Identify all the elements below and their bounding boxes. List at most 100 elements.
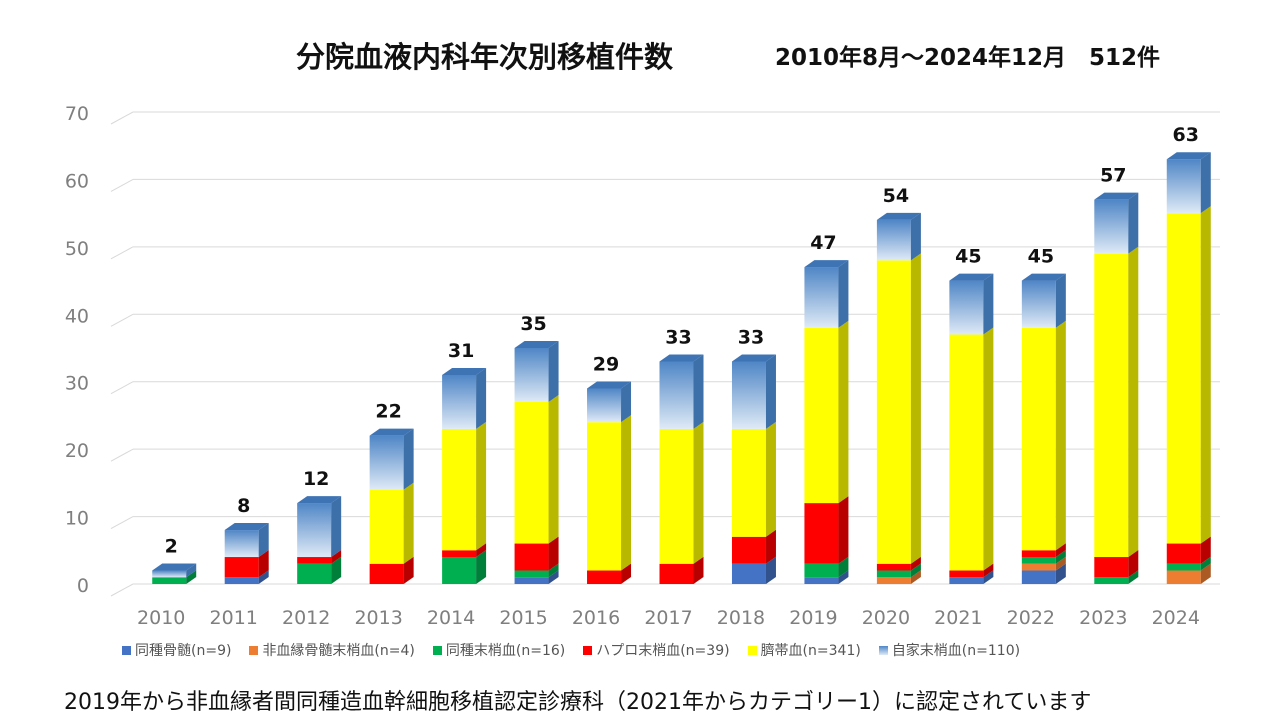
bar-segment-side [331, 556, 342, 584]
bar-segment-side [186, 563, 197, 578]
bar-segment-side [621, 381, 632, 423]
bar-segment [731, 428, 766, 537]
bar-segment [876, 570, 911, 578]
bar-segment [876, 577, 911, 584]
bar-segment [442, 374, 477, 429]
bar-segment-side [1200, 206, 1211, 544]
bar-segment [949, 577, 984, 584]
bar-segment [369, 435, 404, 490]
x-tick-label: 2023 [1079, 607, 1127, 629]
total-label: 12 [303, 468, 329, 490]
bar-segment [514, 543, 549, 571]
bar-top [1094, 192, 1139, 200]
bar-segment-side [258, 550, 269, 578]
bar-segment-side [838, 570, 849, 584]
bar-segment-side [548, 563, 559, 578]
bar-top [1021, 273, 1066, 281]
x-tick-label: 2014 [427, 607, 475, 629]
legend-item: 同種末梢血(n=16) [432, 640, 565, 660]
gridline-perspective [110, 111, 134, 125]
bar-top [731, 354, 776, 362]
bar-segment-side [693, 354, 704, 429]
legend-swatch [249, 645, 259, 655]
bar-top [587, 381, 632, 389]
bar-segment-side [838, 496, 849, 564]
bar-segment-side [765, 421, 776, 537]
legend-item: 非血縁骨髄末梢血(n=4) [249, 640, 415, 660]
bar-segment-side [910, 253, 921, 564]
bar-segment [1166, 543, 1201, 564]
total-label: 45 [955, 246, 981, 268]
bar-top [514, 341, 559, 348]
legend-swatch [122, 645, 131, 655]
bar-segment-side [1055, 563, 1066, 584]
bar-segment-side [403, 556, 414, 584]
bar-segment [659, 361, 694, 429]
bar-segment-side [186, 570, 197, 584]
bar-segment [1166, 570, 1201, 584]
bar-segment-side [476, 421, 487, 551]
bar-top [804, 260, 849, 268]
legend-item: ハプロ末梢血(n=39) [583, 640, 730, 660]
bar-segment-side [331, 496, 342, 558]
x-tick-label: 2017 [644, 607, 692, 629]
legend-label: ハプロ末梢血(n=39) [596, 643, 730, 659]
x-tick-label: 2011 [210, 607, 258, 629]
bar-segment [731, 361, 766, 429]
bar-segment-side [1128, 192, 1139, 254]
total-label: 33 [665, 326, 691, 348]
bar-segment-side [765, 556, 776, 584]
bar-segment-side [548, 341, 559, 402]
bar-segment-side [1128, 570, 1139, 584]
bar-segment [804, 267, 839, 328]
legend-swatch [583, 645, 593, 655]
total-label: 22 [375, 401, 401, 423]
total-label: 54 [883, 185, 909, 207]
bar-segment [442, 557, 477, 584]
certification-note: 2019年から非血縁者間同種造血幹細胞移植認定診療科（2021年からカテゴリー1… [64, 690, 1092, 715]
bar-segment-side [476, 367, 487, 429]
legend-label: 非血縁骨髄末梢血(n=4) [262, 643, 415, 659]
gridline-perspective [110, 313, 134, 327]
bar-segment-side [621, 563, 632, 584]
bar-segment [224, 577, 259, 584]
bar-top [152, 563, 197, 571]
bar-segment [1021, 550, 1056, 558]
chart-title: 分院血液内科年次別移植件数 [296, 40, 674, 74]
bar-segment [1094, 253, 1129, 558]
total-label: 63 [1173, 124, 1199, 146]
bar-segment-side [476, 543, 487, 558]
bar-segment-side [1055, 320, 1066, 551]
bar-segment-side [548, 394, 559, 544]
y-tick-label: 10 [65, 508, 89, 530]
bar-segment-side [983, 563, 994, 578]
bar-segment [1021, 280, 1056, 328]
bar-segment [442, 428, 477, 551]
bar-segment-side [258, 523, 269, 558]
gridline-perspective [110, 246, 134, 260]
bar-segment [876, 219, 911, 261]
bar-top [1166, 152, 1211, 160]
total-label: 29 [593, 353, 619, 375]
bar-segment [1166, 159, 1201, 214]
total-label: 35 [520, 313, 546, 335]
bar-segment-side [693, 556, 704, 584]
bar-segment-side [476, 550, 487, 584]
bar-segment-side [838, 320, 849, 504]
bar-segment-side [983, 570, 994, 584]
total-label: 8 [237, 495, 250, 517]
bar-segment-side [838, 260, 849, 328]
bar-segment-side [331, 550, 342, 564]
bar-segment [297, 557, 332, 564]
legend-label: 同種骨髄(n=9) [135, 643, 232, 659]
bar-segment [442, 550, 477, 558]
bar-segment-side [983, 273, 994, 335]
y-tick-label: 0 [77, 575, 89, 597]
bar-segment-side [910, 570, 921, 584]
bar-top [442, 367, 487, 375]
x-tick-label: 2021 [934, 607, 982, 629]
total-label: 57 [1100, 165, 1126, 187]
bar-segment [514, 348, 549, 402]
bar-segment [1094, 199, 1129, 254]
